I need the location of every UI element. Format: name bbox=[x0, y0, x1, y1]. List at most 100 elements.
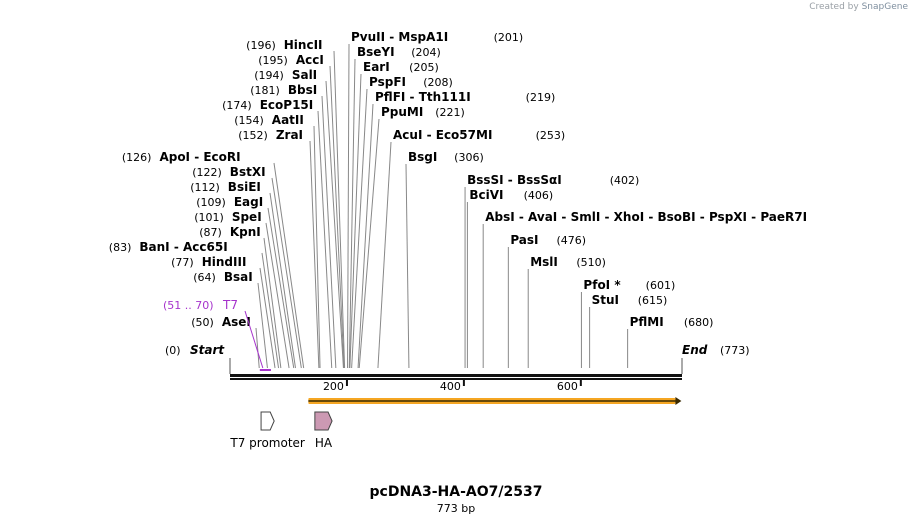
site-pfoi*: PfoI * (601) bbox=[580, 278, 675, 368]
site-bseyi: BseYI (204) bbox=[348, 45, 441, 369]
site-position: (201) bbox=[494, 31, 524, 44]
site-position: (196) bbox=[246, 39, 276, 52]
primer-t7: (51 .. 70) T7 bbox=[163, 298, 271, 371]
site-position: (680) bbox=[684, 316, 714, 329]
site-bsiei: (112) BsiEI bbox=[190, 180, 296, 369]
site-name: BanI - Acc65I bbox=[139, 240, 227, 254]
site-absi: AbsI - AvaI - SmlI - XhoI - BsoBI - PspX… bbox=[482, 210, 807, 368]
site-leader bbox=[265, 222, 290, 369]
snapgene-logo: SnapGene bbox=[861, 2, 908, 12]
site-pvuii: PvuII - MspA1I (201) bbox=[347, 30, 524, 369]
site-hincii: (196) HincII bbox=[246, 38, 346, 369]
site-sali: (194) SalI bbox=[254, 68, 344, 369]
site-name: PasI bbox=[510, 233, 538, 247]
site-pasi: PasI (476) bbox=[507, 233, 586, 368]
site-bani: (83) BanI - Acc65I bbox=[109, 240, 280, 369]
site-position: (152) bbox=[238, 129, 268, 142]
site-leader bbox=[329, 65, 345, 369]
site-position: (83) bbox=[109, 241, 132, 254]
site-position: (64) bbox=[193, 271, 216, 284]
credit-prefix: Created by bbox=[809, 2, 859, 12]
site-leader bbox=[317, 110, 333, 369]
site-ecop15i: (174) EcoP15I bbox=[222, 98, 333, 369]
site-name: HincII bbox=[284, 38, 323, 52]
site-eari: EarI (205) bbox=[349, 60, 439, 369]
feature-arrow bbox=[260, 411, 275, 431]
site-position: (406) bbox=[524, 189, 554, 202]
site-leader bbox=[347, 43, 350, 369]
site-position: (174) bbox=[222, 99, 252, 112]
site-name: SpeI bbox=[232, 210, 262, 224]
site-asei: (50) AseI bbox=[191, 315, 260, 369]
site-name: BsgI bbox=[408, 150, 437, 164]
site-position: (77) bbox=[171, 256, 194, 269]
site-eagi: (109) EagI bbox=[196, 195, 295, 369]
site-position: (154) bbox=[234, 114, 264, 127]
end-position: (0) bbox=[165, 344, 181, 357]
site-name: StuI bbox=[592, 293, 619, 307]
site-leader bbox=[351, 88, 368, 369]
site-acui: AcuI - Eco57MI (253) bbox=[377, 128, 566, 369]
site-position: (306) bbox=[454, 151, 484, 164]
site-name: ZraI bbox=[276, 128, 303, 142]
ruler-tick: 600 bbox=[557, 378, 582, 393]
site-bbsi: (181) BbsI bbox=[250, 83, 337, 369]
site-zrai: (152) ZraI bbox=[238, 128, 320, 369]
site-name: PpuMI bbox=[381, 105, 423, 119]
site-position: (87) bbox=[199, 226, 222, 239]
site-leader bbox=[348, 58, 356, 369]
site-leader bbox=[271, 177, 302, 369]
ruler-tick-label: 600 bbox=[557, 380, 578, 393]
site-bstxi: (122) BstXI bbox=[192, 165, 302, 369]
site-name: EarI bbox=[363, 60, 390, 74]
feature-ha: HA bbox=[314, 411, 333, 450]
site-position: (112) bbox=[190, 181, 220, 194]
site-name: BstXI bbox=[230, 165, 266, 179]
site-position: (181) bbox=[250, 84, 280, 97]
site-name: AatII bbox=[272, 113, 304, 127]
site-position: (253) bbox=[536, 129, 566, 142]
site-name: AccI bbox=[296, 53, 324, 67]
site-position: (126) bbox=[122, 151, 152, 164]
feature-t7-promoter: T7 promoter bbox=[229, 411, 305, 450]
site-pflmi: PflMI (680) bbox=[627, 315, 714, 368]
site-msli: MslI (510) bbox=[527, 255, 606, 368]
ruler-tick: 200 bbox=[323, 378, 348, 393]
site-name: AseI bbox=[222, 315, 251, 329]
site-leader bbox=[321, 95, 337, 369]
site-leader bbox=[333, 50, 346, 369]
end-marker: End (773) bbox=[681, 343, 750, 374]
ruler-tick: 400 bbox=[440, 378, 465, 393]
start-marker: (0) Start bbox=[165, 343, 231, 374]
site-leader bbox=[261, 252, 280, 369]
site-position: (476) bbox=[556, 234, 586, 247]
site-name: HindIII bbox=[202, 255, 247, 269]
site-position: (221) bbox=[435, 106, 465, 119]
site-spei: (101) SpeI bbox=[194, 210, 290, 369]
site-kpni: (87) KpnI bbox=[199, 225, 282, 369]
site-bsssi: BssSI - BssSαI (402) bbox=[464, 173, 639, 368]
primer-leader bbox=[244, 310, 264, 369]
backbone-bottom-strand bbox=[230, 378, 682, 380]
site-leader bbox=[349, 73, 362, 369]
site-name: PspFI bbox=[369, 75, 406, 89]
site-name: BssSI - BssSαI bbox=[467, 173, 562, 187]
site-leader bbox=[263, 237, 282, 369]
site-bcivi: BciVI (406) bbox=[466, 188, 554, 368]
site-name: MslI bbox=[530, 255, 558, 269]
site-name: PfoI * bbox=[583, 278, 621, 292]
site-name: PflMI bbox=[630, 315, 664, 329]
site-position: (122) bbox=[192, 166, 222, 179]
site-pspfi: PspFI (208) bbox=[351, 75, 453, 369]
site-leader bbox=[269, 192, 296, 369]
site-position: (205) bbox=[409, 61, 439, 74]
site-name: BciVI bbox=[469, 188, 503, 202]
site-leader bbox=[273, 162, 305, 369]
ruler-tick-label: 400 bbox=[440, 380, 461, 393]
backbone-top-strand bbox=[230, 374, 682, 377]
site-name: AbsI - AvaI - SmlI - XhoI - BsoBI - PspX… bbox=[485, 210, 807, 224]
site-leader bbox=[377, 141, 392, 369]
snapgene-credit: Created by SnapGene bbox=[809, 2, 908, 12]
site-hindiii: (77) HindIII bbox=[171, 255, 276, 369]
